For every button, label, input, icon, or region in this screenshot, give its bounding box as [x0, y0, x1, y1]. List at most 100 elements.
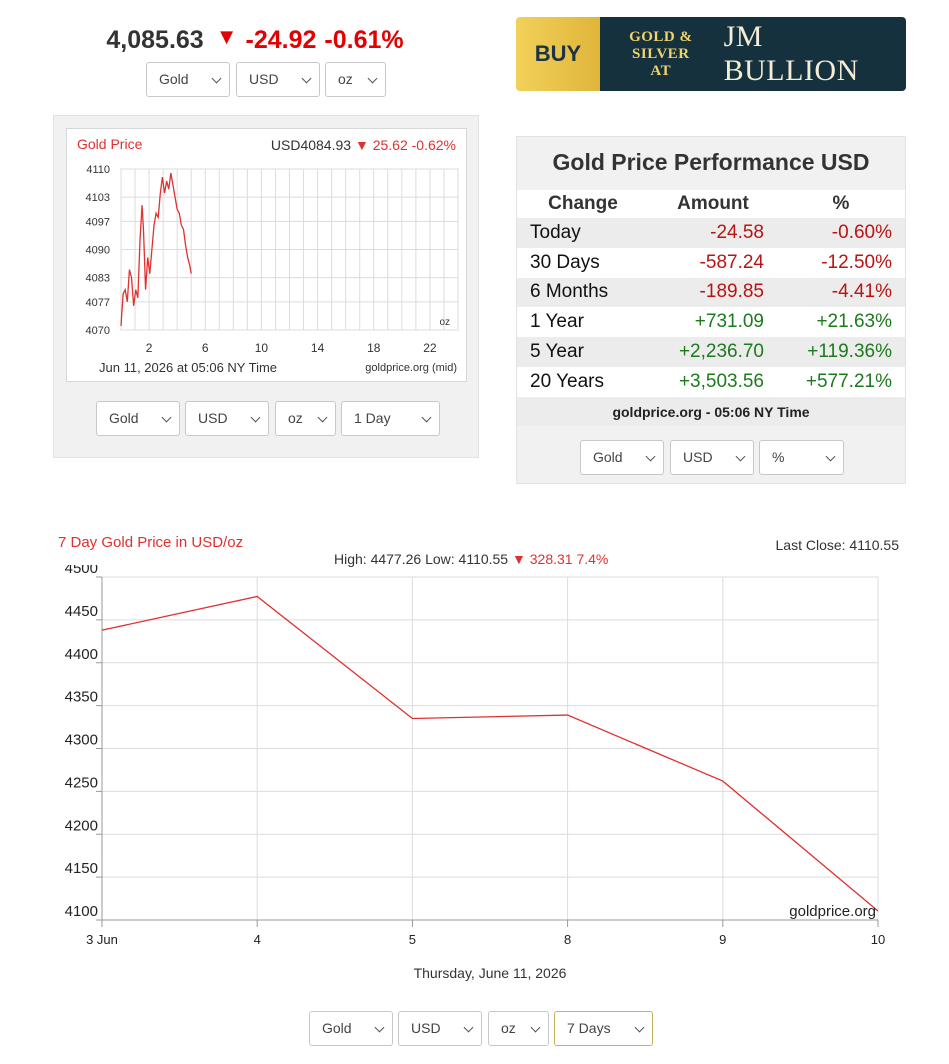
jm-bullion-ad-banner[interactable]: BUY GOLD & SILVER AT JM BULLION	[516, 17, 906, 91]
unit-select[interactable]: oz	[488, 1011, 549, 1046]
y-tick-label: 4110	[86, 164, 110, 176]
timeframe-select[interactable]: 1 Day	[341, 401, 440, 436]
row-amount: -189.85	[649, 277, 777, 308]
x-tick-label: 3 Jun	[86, 932, 118, 947]
gold-silver-text: GOLD & SILVER AT	[620, 29, 702, 80]
seven-day-chart-title: 7 Day Gold Price in USD/oz	[58, 534, 244, 551]
display-select[interactable]: %	[759, 440, 844, 475]
y-tick-label: 4450	[65, 603, 98, 620]
down-arrow-icon: ▼	[215, 24, 238, 49]
y-tick-label: 4500	[65, 565, 98, 577]
x-tick-label: 6	[202, 341, 209, 355]
currency-select[interactable]: USD	[185, 401, 269, 436]
y-tick-label: 4400	[65, 646, 98, 663]
y-tick-label: 4097	[86, 216, 110, 228]
col-percent: %	[777, 190, 905, 218]
banner-line1: GOLD &	[629, 28, 693, 45]
currency-select[interactable]: USD	[236, 62, 320, 97]
row-label: Today	[517, 218, 649, 248]
y-tick-label: 4150	[65, 860, 98, 877]
price-ticker: 4,085.63 ▼ -24.92 -0.61%	[0, 24, 510, 55]
table-row: 6 Months -189.85 -4.41%	[517, 277, 905, 308]
y-tick-label: 4077	[86, 297, 110, 309]
y-tick-label: 4250	[65, 774, 98, 791]
metal-select[interactable]: Gold	[146, 62, 230, 97]
row-percent: -4.41%	[777, 277, 905, 308]
x-tick-label: 8	[564, 932, 571, 947]
intraday-chart: 4070 4077 4083 4090 4097 4103 4110 2 6 10 14 18 22 oz…	[66, 128, 467, 382]
performance-source: goldprice.org - 05:06 NY Time	[517, 396, 905, 426]
last-close: Last Close: 4110.55	[775, 537, 900, 553]
row-percent: +21.63%	[777, 307, 905, 338]
price-line	[101, 595, 879, 912]
table-row: 5 Year +2,236.70 +119.36%	[517, 337, 905, 367]
y-tick-label: 4070	[86, 325, 110, 337]
price-change-percent: -0.61%	[324, 26, 404, 54]
intraday-chart-svg: 4070 4077 4083 4090 4097 4103 4110 2 6 10 14 18 22 oz	[86, 164, 459, 355]
down-arrow-icon: ▼	[354, 137, 369, 153]
x-tick-label: 10	[255, 341, 269, 355]
table-row: 30 Days -587.24 -12.50%	[517, 247, 905, 278]
jm-bullion-logo: JM BULLION	[723, 20, 859, 87]
table-row: 1 Year +731.09 +21.63%	[517, 307, 905, 338]
row-label: 5 Year	[517, 337, 649, 367]
row-percent: -12.50%	[777, 247, 905, 278]
unit-label: oz	[439, 317, 450, 328]
currency-select[interactable]: USD	[670, 440, 754, 475]
x-tick-label: 18	[367, 341, 381, 355]
row-percent: +577.21%	[777, 366, 905, 397]
row-label: 20 Years	[517, 366, 649, 397]
intraday-quote-price: USD4084.93	[270, 137, 352, 153]
col-change: Change	[517, 190, 649, 218]
x-tick-label: 9	[719, 932, 726, 947]
row-label: 6 Months	[517, 277, 649, 308]
chart-date-label: Thursday, June 11, 2026	[413, 965, 567, 981]
unit-select[interactable]: oz	[275, 401, 336, 436]
high-low-summary: High: 4477.26 Low: 4110.55 ▼ 328.31 7.4%	[334, 551, 608, 567]
banner-line2: SILVER AT	[632, 45, 690, 79]
intraday-timestamp: Jun 11, 2026 at 05:06 NY Time	[99, 360, 278, 375]
y-tick-label: 4300	[65, 732, 98, 749]
timeframe-select[interactable]: 7 Days	[554, 1011, 653, 1046]
x-tick-label: 4	[254, 932, 261, 947]
currency-select[interactable]: USD	[398, 1011, 482, 1046]
row-amount: +3,503.56	[649, 366, 777, 397]
current-price: 4,085.63	[106, 26, 204, 54]
x-tick-label: 14	[311, 341, 325, 355]
chart-source: goldprice.org	[789, 903, 876, 920]
table-row: 20 Years +3,503.56 +577.21%	[517, 366, 905, 397]
metal-select[interactable]: Gold	[580, 440, 664, 475]
price-line	[120, 172, 192, 327]
performance-table: Change Amount % Today -24.58 -0.60% 30 Days…	[517, 190, 905, 397]
x-tick-label: 10	[871, 932, 885, 947]
intraday-chart-panel: 4070 4077 4083 4090 4097 4103 4110 2 6 10 14 18 22 oz…	[53, 115, 479, 458]
row-amount: -24.58	[649, 218, 777, 248]
col-amount: Amount	[649, 190, 777, 218]
y-tick-label: 4200	[65, 817, 98, 834]
y-tick-label: 4100	[65, 903, 98, 920]
metal-select[interactable]: Gold	[309, 1011, 393, 1046]
row-amount: -587.24	[649, 247, 777, 278]
price-change: -24.92	[245, 26, 317, 54]
y-tick-label: 4090	[86, 245, 110, 257]
x-tick-label: 5	[409, 932, 416, 947]
seven-day-change: 328.31 7.4%	[529, 551, 609, 567]
brand-area: GOLD & SILVER AT JM BULLION	[600, 17, 906, 91]
performance-panel: Gold Price Performance USD Change Amount…	[516, 136, 906, 484]
y-tick-label: 4083	[86, 273, 110, 285]
performance-title: Gold Price Performance USD	[552, 149, 870, 175]
unit-select[interactable]: oz	[325, 62, 386, 97]
row-percent: +119.36%	[777, 337, 905, 367]
seven-day-chart-svg: 4100 4150 4200 4250 4300 4350 4400 4450 4500 3 Ju…	[65, 565, 886, 947]
row-amount: +731.09	[649, 307, 777, 338]
buy-label: BUY	[516, 17, 600, 91]
y-tick-label: 4350	[65, 689, 98, 706]
x-tick-label: 22	[423, 341, 437, 355]
row-label: 30 Days	[517, 247, 649, 278]
table-row: Today -24.58 -0.60%	[517, 218, 905, 248]
intraday-quote-change: 25.62 -0.62%	[372, 137, 456, 153]
row-label: 1 Year	[517, 307, 649, 338]
y-tick-label: 4103	[86, 192, 110, 204]
intraday-quote: USD4084.93 ▼ 25.62 -0.62%	[271, 137, 456, 153]
metal-select[interactable]: Gold	[96, 401, 180, 436]
